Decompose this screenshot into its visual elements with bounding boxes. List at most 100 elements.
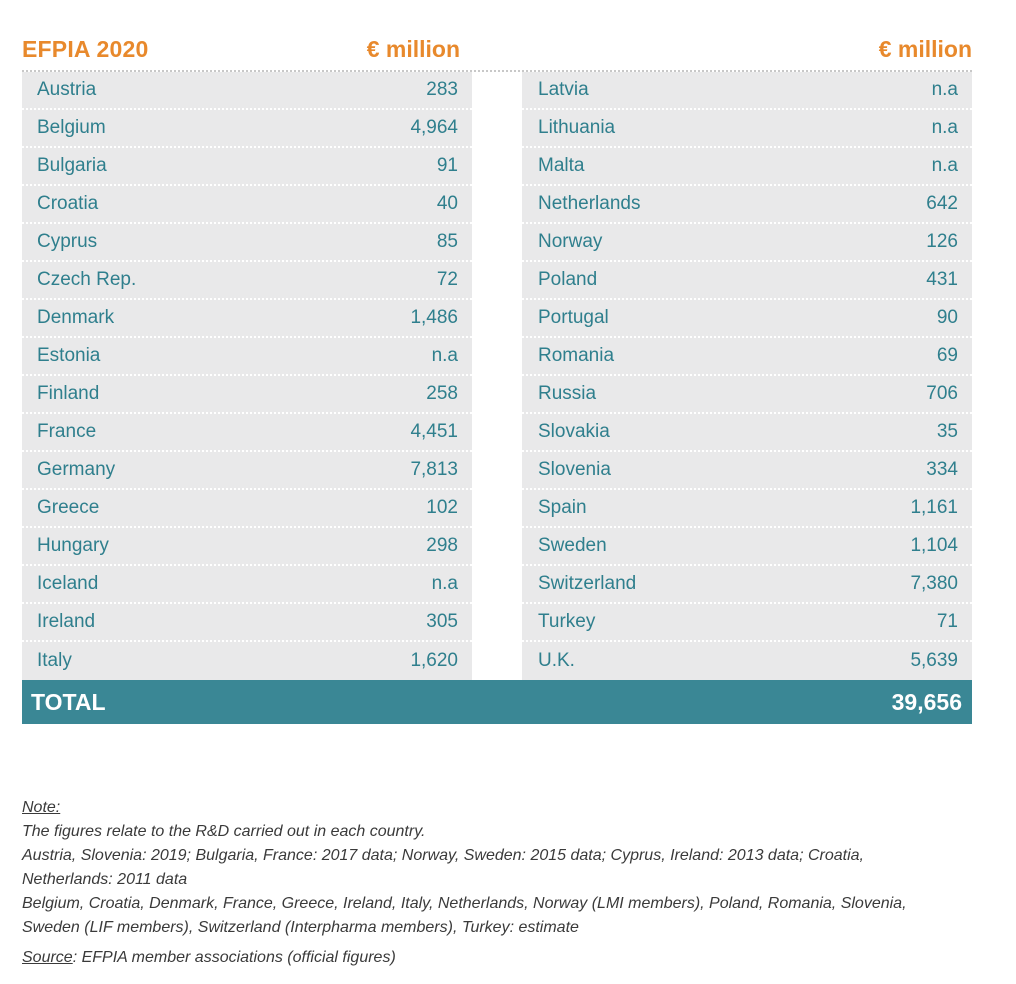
country-value: n.a (431, 573, 458, 594)
country-name: Bulgaria (37, 155, 107, 176)
total-label: TOTAL (31, 688, 106, 715)
column-gap (472, 72, 522, 680)
country-value: n.a (931, 117, 958, 138)
table-header: EFPIA 2020 € million € million (22, 30, 972, 72)
table-row: Cyprus 85 (22, 224, 472, 262)
country-value: 1,486 (410, 307, 458, 328)
country-value: 102 (426, 497, 458, 518)
country-name: Denmark (37, 307, 115, 328)
country-name: France (37, 421, 97, 442)
table-row: Slovenia 334 (522, 452, 972, 490)
note-line-2: Austria, Slovenia: 2019; Bulgaria, Franc… (22, 847, 864, 888)
note-line-3: Belgium, Croatia, Denmark, France, Greec… (22, 895, 907, 936)
country-name: Czech Rep. (37, 269, 137, 290)
country-name: Lithuania (538, 117, 616, 138)
table-row: Spain 1,161 (522, 490, 972, 528)
table-row: France 4,451 (22, 414, 472, 452)
country-name: Slovenia (538, 459, 611, 480)
country-value: 431 (926, 269, 958, 290)
country-value: 1,620 (410, 650, 458, 671)
table-row: Czech Rep. 72 (22, 262, 472, 300)
country-value: 1,104 (910, 535, 958, 556)
table-row: Croatia 40 (22, 186, 472, 224)
country-name: Italy (37, 650, 72, 671)
left-column: Austria 283 Belgium 4,964 Bulgaria 91 Croatia 4… (22, 72, 472, 680)
country-value: 5,639 (910, 650, 958, 671)
country-value: 90 (936, 307, 958, 328)
source-label: Source (22, 949, 73, 966)
country-value: 71 (936, 611, 958, 632)
country-name: Estonia (37, 345, 101, 366)
table-row: U.K. 5,639 (522, 642, 972, 680)
table-row: Belgium 4,964 (22, 110, 472, 148)
country-value: 4,964 (410, 117, 458, 138)
table-row: Denmark 1,486 (22, 300, 472, 338)
country-value: 283 (426, 79, 458, 100)
source-text: : EFPIA member associations (official fi… (72, 949, 396, 966)
country-name: Romania (538, 345, 615, 366)
table-row: Sweden 1,104 (522, 528, 972, 566)
country-value: 4,451 (410, 421, 458, 442)
table-row: Lithuania n.a (522, 110, 972, 148)
country-name: Austria (37, 79, 97, 100)
country-name: Portugal (538, 307, 609, 328)
source-line: Source: EFPIA member associations (offic… (22, 946, 952, 970)
table-row: Latvia n.a (522, 72, 972, 110)
table-row: Romania 69 (522, 338, 972, 376)
country-value: 305 (426, 611, 458, 632)
country-name: Turkey (538, 611, 596, 632)
note-heading: Note: (22, 799, 61, 816)
country-name: Latvia (538, 79, 589, 100)
country-value: 69 (936, 345, 958, 366)
country-value: 706 (926, 383, 958, 404)
country-name: Iceland (37, 573, 99, 594)
country-name: U.K. (538, 650, 575, 671)
country-name: Croatia (37, 193, 99, 214)
country-name: Sweden (538, 535, 607, 556)
table-row: Poland 431 (522, 262, 972, 300)
table-row: Netherlands 642 (522, 186, 972, 224)
country-name: Greece (37, 497, 100, 518)
country-value: n.a (431, 345, 458, 366)
table-body: Austria 283 Belgium 4,964 Bulgaria 91 Croatia 4… (22, 72, 972, 680)
country-value: 91 (436, 155, 458, 176)
rd-table: EFPIA 2020 € million € million Austria 28… (22, 30, 972, 724)
note-line-1: The figures relate to the R&D carried ou… (22, 823, 426, 840)
country-name: Cyprus (37, 231, 98, 252)
country-value: 72 (436, 269, 458, 290)
table-row: Russia 706 (522, 376, 972, 414)
unit-label-right: € million (878, 36, 972, 62)
country-value: 258 (426, 383, 458, 404)
table-row: Austria 283 (22, 72, 472, 110)
table-row: Hungary 298 (22, 528, 472, 566)
country-value: n.a (931, 155, 958, 176)
country-value: 7,380 (910, 573, 958, 594)
table-row: Ireland 305 (22, 604, 472, 642)
country-value: n.a (931, 79, 958, 100)
table-row: Portugal 90 (522, 300, 972, 338)
table-row: Norway 126 (522, 224, 972, 262)
country-value: 642 (926, 193, 958, 214)
country-value: 7,813 (410, 459, 458, 480)
country-name: Belgium (37, 117, 106, 138)
table-row: Switzerland 7,380 (522, 566, 972, 604)
country-name: Poland (538, 269, 598, 290)
country-value: 334 (926, 459, 958, 480)
country-name: Switzerland (538, 573, 637, 594)
table-row: Slovakia 35 (522, 414, 972, 452)
country-value: 40 (436, 193, 458, 214)
country-name: Netherlands (538, 193, 641, 214)
right-column: Latvia n.a Lithuania n.a Malta n.a Netherlands… (522, 72, 972, 680)
country-name: Slovakia (538, 421, 610, 442)
table-title: EFPIA 2020 (22, 36, 149, 62)
table-row: Greece 102 (22, 490, 472, 528)
table-row: Bulgaria 91 (22, 148, 472, 186)
country-name: Spain (538, 497, 587, 518)
total-bar: TOTAL 39,656 (22, 680, 972, 724)
unit-label-left: € million (366, 36, 460, 62)
country-value: 35 (936, 421, 958, 442)
country-name: Norway (538, 231, 603, 252)
country-value: 126 (926, 231, 958, 252)
country-value: 1,161 (910, 497, 958, 518)
country-name: Finland (37, 383, 100, 404)
